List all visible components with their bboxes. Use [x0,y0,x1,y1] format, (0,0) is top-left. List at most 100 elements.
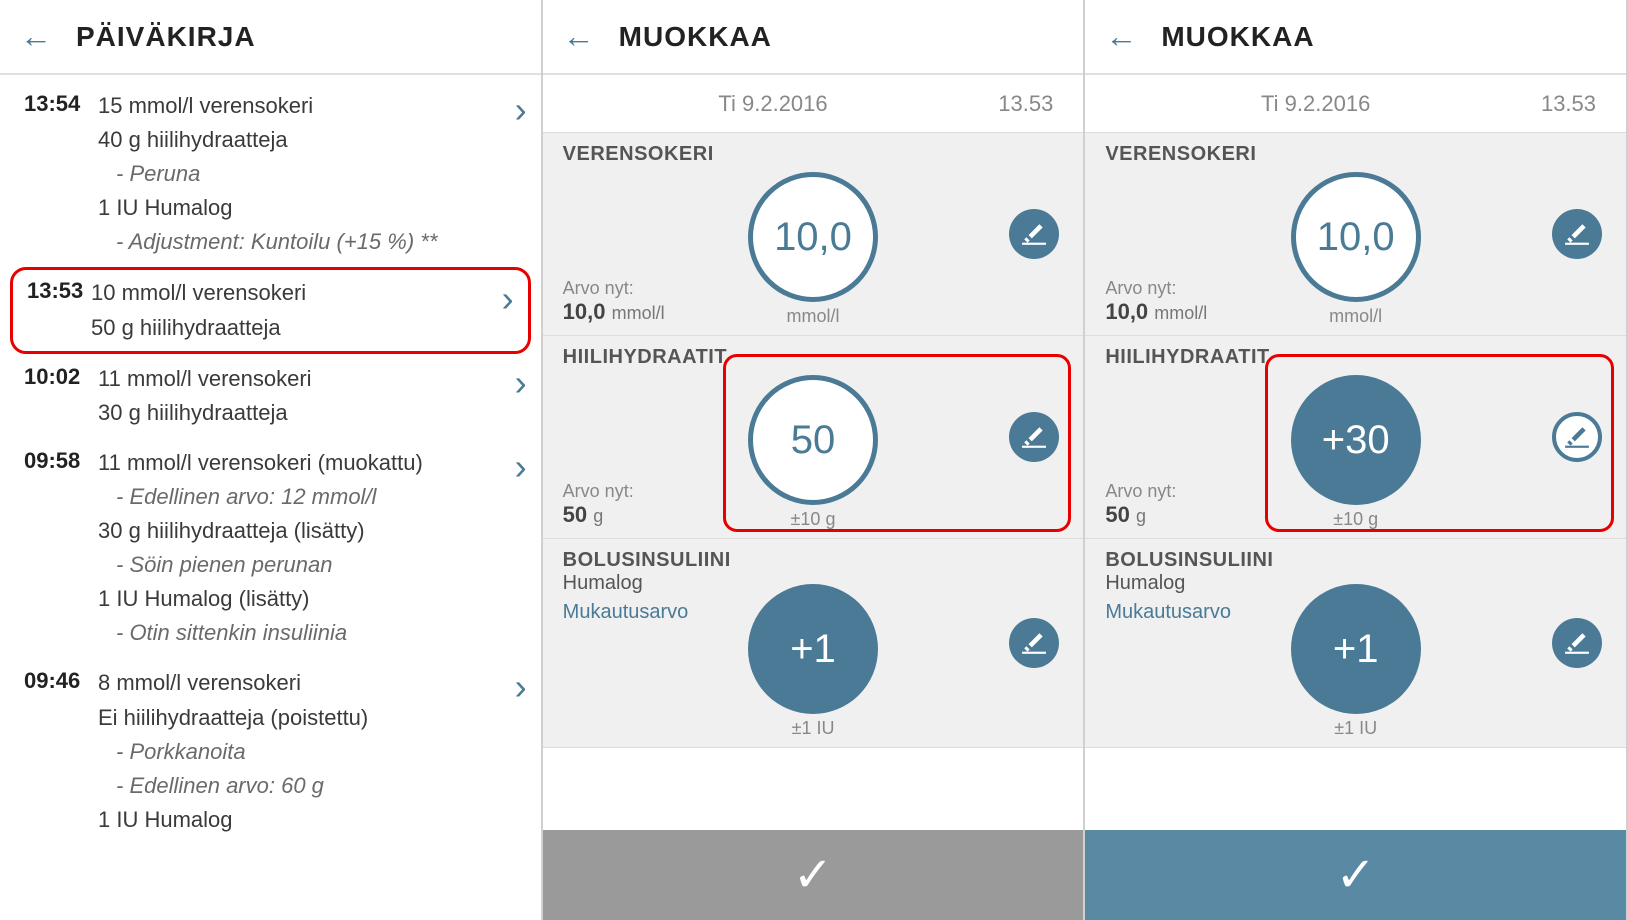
bolus-dial[interactable]: +1 [1291,584,1421,714]
chevron-right-icon[interactable]: › [515,666,527,708]
back-arrow-icon[interactable]: ← [563,18,595,55]
current-label: Arvo nyt: [1105,278,1207,299]
entry-line: 10 mmol/l verensokeri [91,276,524,310]
entry-line: 1 IU Humalog (lisätty) [98,582,527,616]
carb-unit: ±10 g [791,509,836,530]
chevron-right-icon[interactable]: › [502,278,514,320]
check-icon: ✓ [1336,847,1376,903]
edit-icon[interactable] [1009,412,1059,462]
entry-time: 10:02 [24,362,98,430]
back-arrow-icon[interactable]: ← [20,18,52,55]
diary-entry[interactable]: 09:468 mmol/l verensokeriEi hiilihydraat… [0,658,541,844]
carb-dial[interactable]: 50 [748,375,878,505]
section-title: VERENSOKERI [563,143,1064,166]
bg-unit: mmol/l [1329,306,1382,327]
page-title: MUOKKAA [1161,21,1314,53]
page-title: PÄIVÄKIRJA [76,21,256,53]
adjustment-link[interactable]: Mukautusarvo [1105,601,1231,624]
section-title: HIILIHYDRAATIT [563,346,1064,369]
section-bloodglucose: VERENSOKERI 10,0 mmol/l Arvo nyt: 10,0 m… [1085,133,1626,336]
diary-entry[interactable]: 13:5415 mmol/l verensokeri40 g hiilihydr… [0,81,541,267]
section-carbs: HIILIHYDRAATIT +30 ±10 g Arvo nyt: 50 g [1085,336,1626,539]
entry-line: 11 mmol/l verensokeri (muokattu) [98,446,527,480]
bolus-unit: ±1 IU [1334,718,1377,739]
edit-screen-before: ← MUOKKAA Ti 9.2.2016 13.53 VERENSOKERI … [543,0,1086,920]
entry-lines: 8 mmol/l verensokeriEi hiilihydraatteja … [98,666,527,836]
entry-line: 11 mmol/l verensokeri [98,362,527,396]
entry-line: 50 g hiilihydraatteja [91,311,524,345]
app-bar: ← MUOKKAA [1085,0,1626,75]
chevron-right-icon[interactable]: › [515,362,527,404]
diary-entry[interactable]: 13:5310 mmol/l verensokeri50 g hiilihydr… [10,267,531,353]
bg-unit: mmol/l [787,306,840,327]
edit-icon[interactable] [1009,618,1059,668]
edit-icon[interactable] [1009,209,1059,259]
section-title: BOLUSINSULIINI [1105,549,1606,572]
entry-time: 09:58 [24,446,98,651]
edit-icon[interactable] [1552,618,1602,668]
entry-time: 13.53 [1476,91,1596,117]
bolus-dial[interactable]: +1 [748,584,878,714]
date-row: Ti 9.2.2016 13.53 [1085,75,1626,133]
current-value: 10,0 mmol/l [1105,299,1207,325]
section-bolus: BOLUSINSULIINI Humalog Mukautusarvo +1 ±… [543,539,1084,748]
entry-time: 13:53 [27,276,91,344]
entry-date: Ti 9.2.2016 [573,91,934,117]
diary-screen: ← PÄIVÄKIRJA 13:5415 mmol/l verensokeri4… [0,0,543,920]
entry-note: - Edellinen arvo: 60 g [98,769,527,803]
edit-icon[interactable] [1552,209,1602,259]
confirm-button[interactable]: ✓ [1085,830,1626,920]
entry-note: - Söin pienen perunan [98,548,527,582]
edit-icon[interactable] [1552,412,1602,462]
entry-note: - Peruna [98,157,527,191]
section-title: BOLUSINSULIINI [563,549,1064,572]
back-arrow-icon[interactable]: ← [1105,18,1137,55]
adjustment-link[interactable]: Mukautusarvo [563,601,689,624]
entry-line: Ei hiilihydraatteja (poistettu) [98,701,527,735]
carb-unit: ±10 g [1333,509,1378,530]
current-value: 50 g [1105,502,1176,528]
current-label: Arvo nyt: [563,278,665,299]
page-title: MUOKKAA [619,21,772,53]
entry-line: 8 mmol/l verensokeri [98,666,527,700]
bg-dial[interactable]: 10,0 [748,172,878,302]
section-bolus: BOLUSINSULIINI Humalog Mukautusarvo +1 ±… [1085,539,1626,748]
bg-dial[interactable]: 10,0 [1291,172,1421,302]
entry-time: 09:46 [24,666,98,836]
entry-note: - Adjustment: Kuntoilu (+15 %) ** [98,225,527,259]
carb-dial[interactable]: +30 [1291,375,1421,505]
current-value: 50 g [563,502,634,528]
entry-line: 40 g hiilihydraatteja [98,123,527,157]
entry-line: 15 mmol/l verensokeri [98,89,527,123]
confirm-button[interactable]: ✓ [543,830,1084,920]
diary-entry[interactable]: 09:5811 mmol/l verensokeri (muokattu)- E… [0,438,541,659]
entry-lines: 15 mmol/l verensokeri40 g hiilihydraatte… [98,89,527,259]
app-bar: ← MUOKKAA [543,0,1084,75]
section-bloodglucose: VERENSOKERI 10,0 mmol/l Arvo nyt: 10,0 m… [543,133,1084,336]
app-bar: ← PÄIVÄKIRJA [0,0,541,75]
chevron-right-icon[interactable]: › [515,89,527,131]
edit-screen-after: ← MUOKKAA Ti 9.2.2016 13.53 VERENSOKERI … [1085,0,1628,920]
chevron-right-icon[interactable]: › [515,446,527,488]
entry-line: 1 IU Humalog [98,803,527,837]
diary-entry[interactable]: 10:0211 mmol/l verensokeri30 g hiilihydr… [0,354,541,438]
entry-note: - Porkkanoita [98,735,527,769]
date-row: Ti 9.2.2016 13.53 [543,75,1084,133]
current-label: Arvo nyt: [563,481,634,502]
diary-list: 13:5415 mmol/l verensokeri40 g hiilihydr… [0,75,541,920]
entry-lines: 11 mmol/l verensokeri30 g hiilihydraatte… [98,362,527,430]
check-icon: ✓ [793,847,833,903]
current-label: Arvo nyt: [1105,481,1176,502]
entry-lines: 11 mmol/l verensokeri (muokattu)- Edelli… [98,446,527,651]
entry-time: 13.53 [933,91,1053,117]
entry-time: 13:54 [24,89,98,259]
entry-date: Ti 9.2.2016 [1115,91,1476,117]
entry-line: 30 g hiilihydraatteja [98,396,527,430]
section-title: HIILIHYDRAATIT [1105,346,1606,369]
entry-line: 1 IU Humalog [98,191,527,225]
bolus-unit: ±1 IU [792,718,835,739]
section-carbs: HIILIHYDRAATIT 50 ±10 g Arvo nyt: 50 g [543,336,1084,539]
entry-lines: 10 mmol/l verensokeri50 g hiilihydraatte… [91,276,524,344]
current-value: 10,0 mmol/l [563,299,665,325]
section-title: VERENSOKERI [1105,143,1606,166]
